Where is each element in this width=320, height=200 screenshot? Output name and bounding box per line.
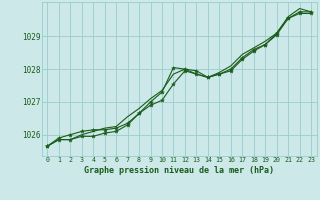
X-axis label: Graphe pression niveau de la mer (hPa): Graphe pression niveau de la mer (hPa) — [84, 166, 274, 175]
